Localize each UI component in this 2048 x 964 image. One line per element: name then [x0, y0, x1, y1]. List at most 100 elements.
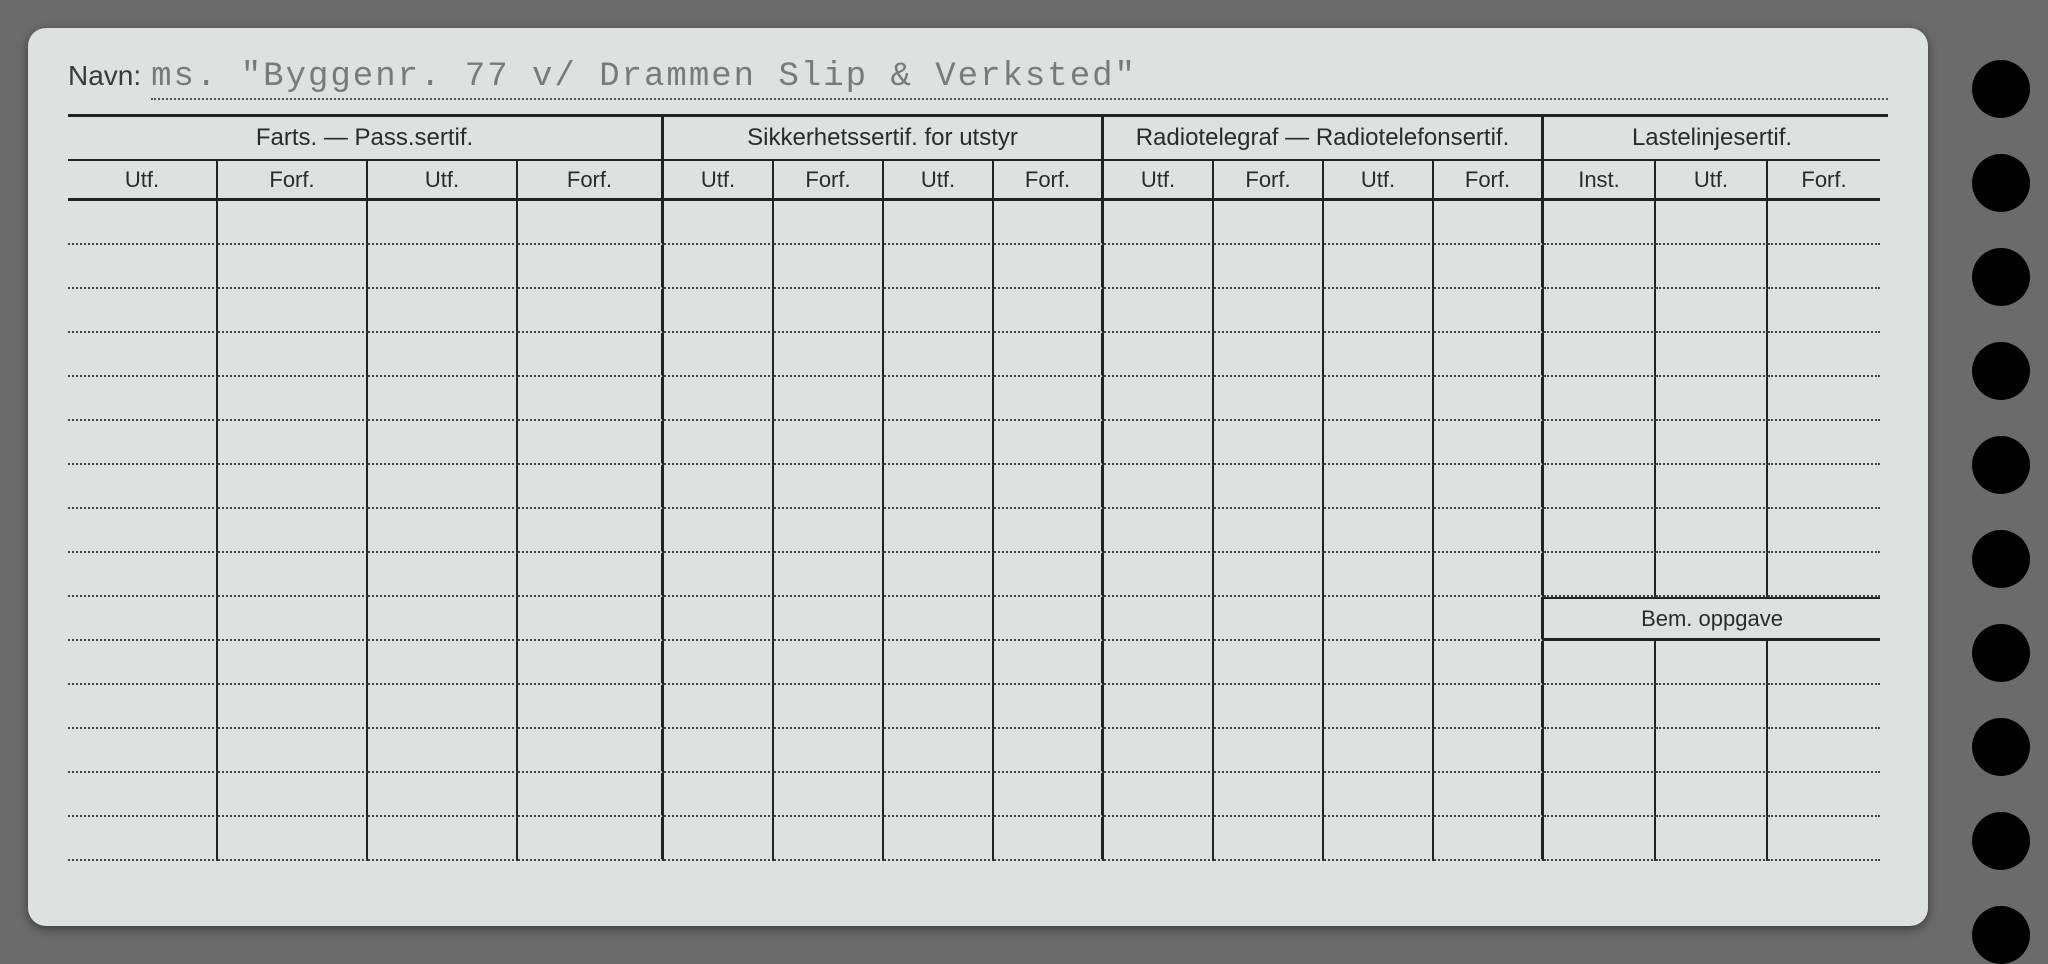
cell: [1104, 729, 1214, 773]
col-radio-1: Forf.: [1214, 161, 1324, 201]
cell: [218, 509, 368, 553]
cell: [1768, 685, 1880, 729]
cell: [368, 333, 518, 377]
cell: [518, 377, 664, 421]
cell: [1214, 245, 1324, 289]
cell: [884, 201, 994, 245]
cell: [1544, 729, 1656, 773]
cell: [884, 597, 994, 641]
cell: [68, 201, 218, 245]
cell: [368, 597, 518, 641]
table-row: [68, 333, 1888, 377]
cell: [1104, 817, 1214, 861]
cell: [884, 289, 994, 333]
cell: [1104, 685, 1214, 729]
cell: [518, 421, 664, 465]
cell: [1104, 245, 1214, 289]
cell: [664, 773, 774, 817]
cell: [1324, 333, 1434, 377]
cell: [68, 773, 218, 817]
cell: [1324, 289, 1434, 333]
cell: [664, 465, 774, 509]
cell: [1544, 421, 1656, 465]
cell: [774, 201, 884, 245]
cell: [68, 377, 218, 421]
cell: [994, 773, 1104, 817]
cell: [518, 817, 664, 861]
hole-icon: [1972, 624, 2030, 682]
table-row: [68, 685, 1888, 729]
cell: [774, 641, 884, 685]
cell: [1214, 333, 1324, 377]
bem-oppgave-label: Bem. oppgave: [1544, 597, 1880, 641]
cell: [68, 729, 218, 773]
cell: [994, 333, 1104, 377]
cell: [68, 465, 218, 509]
hole-icon: [1972, 248, 2030, 306]
cell: [218, 641, 368, 685]
section-sikkerhet: Sikkerhetssertif. for utstyr: [664, 117, 1104, 161]
cell: [1434, 729, 1544, 773]
cell: [664, 817, 774, 861]
cell: [218, 729, 368, 773]
cell: [368, 377, 518, 421]
cell: [1104, 597, 1214, 641]
col-farts-0: Utf.: [68, 161, 218, 201]
cell: [368, 773, 518, 817]
cell: [1434, 333, 1544, 377]
cell: [218, 773, 368, 817]
cell: [1656, 817, 1768, 861]
cell: [68, 685, 218, 729]
cell: [994, 729, 1104, 773]
cell: [884, 509, 994, 553]
cell: [1544, 553, 1656, 597]
table-row: [68, 465, 1888, 509]
cell: [664, 553, 774, 597]
cell: [518, 553, 664, 597]
cell: [218, 421, 368, 465]
cell: [518, 509, 664, 553]
cell: [884, 641, 994, 685]
cell: [774, 289, 884, 333]
cell: [774, 421, 884, 465]
cell: [994, 553, 1104, 597]
col-farts-2: Utf.: [368, 161, 518, 201]
cell: [1104, 201, 1214, 245]
cell: [1324, 641, 1434, 685]
cell: [1214, 553, 1324, 597]
section-header-row: Farts. — Pass.sertif. Sikkerhetssertif. …: [68, 117, 1888, 161]
cell: [1768, 553, 1880, 597]
cell: [664, 729, 774, 773]
cell: [68, 553, 218, 597]
cell: [218, 289, 368, 333]
cell: [1104, 641, 1214, 685]
cell: [1104, 509, 1214, 553]
name-row: Navn: ms. "Byggenr. 77 v/ Drammen Slip &…: [68, 58, 1888, 100]
certificate-grid: Farts. — Pass.sertif. Sikkerhetssertif. …: [68, 114, 1888, 861]
col-farts-3: Forf.: [518, 161, 664, 201]
cell: [1214, 729, 1324, 773]
cell: [68, 333, 218, 377]
cell: [518, 729, 664, 773]
cell: [218, 553, 368, 597]
col-laste-1: Utf.: [1656, 161, 1768, 201]
cell: [68, 289, 218, 333]
cell: [218, 377, 368, 421]
cell: [774, 729, 884, 773]
cell: [1768, 289, 1880, 333]
cell: [518, 465, 664, 509]
cell: [884, 729, 994, 773]
cell: [1544, 465, 1656, 509]
section-radio: Radiotelegraf — Radiotelefonsertif.: [1104, 117, 1544, 161]
cell: [1768, 729, 1880, 773]
cell: [994, 289, 1104, 333]
col-radio-3: Forf.: [1434, 161, 1544, 201]
cell: [218, 817, 368, 861]
cell: [1324, 421, 1434, 465]
cell: [884, 377, 994, 421]
cell: [1324, 245, 1434, 289]
cell: [774, 465, 884, 509]
cell: [1656, 685, 1768, 729]
col-radio-2: Utf.: [1324, 161, 1434, 201]
cell: [1434, 641, 1544, 685]
